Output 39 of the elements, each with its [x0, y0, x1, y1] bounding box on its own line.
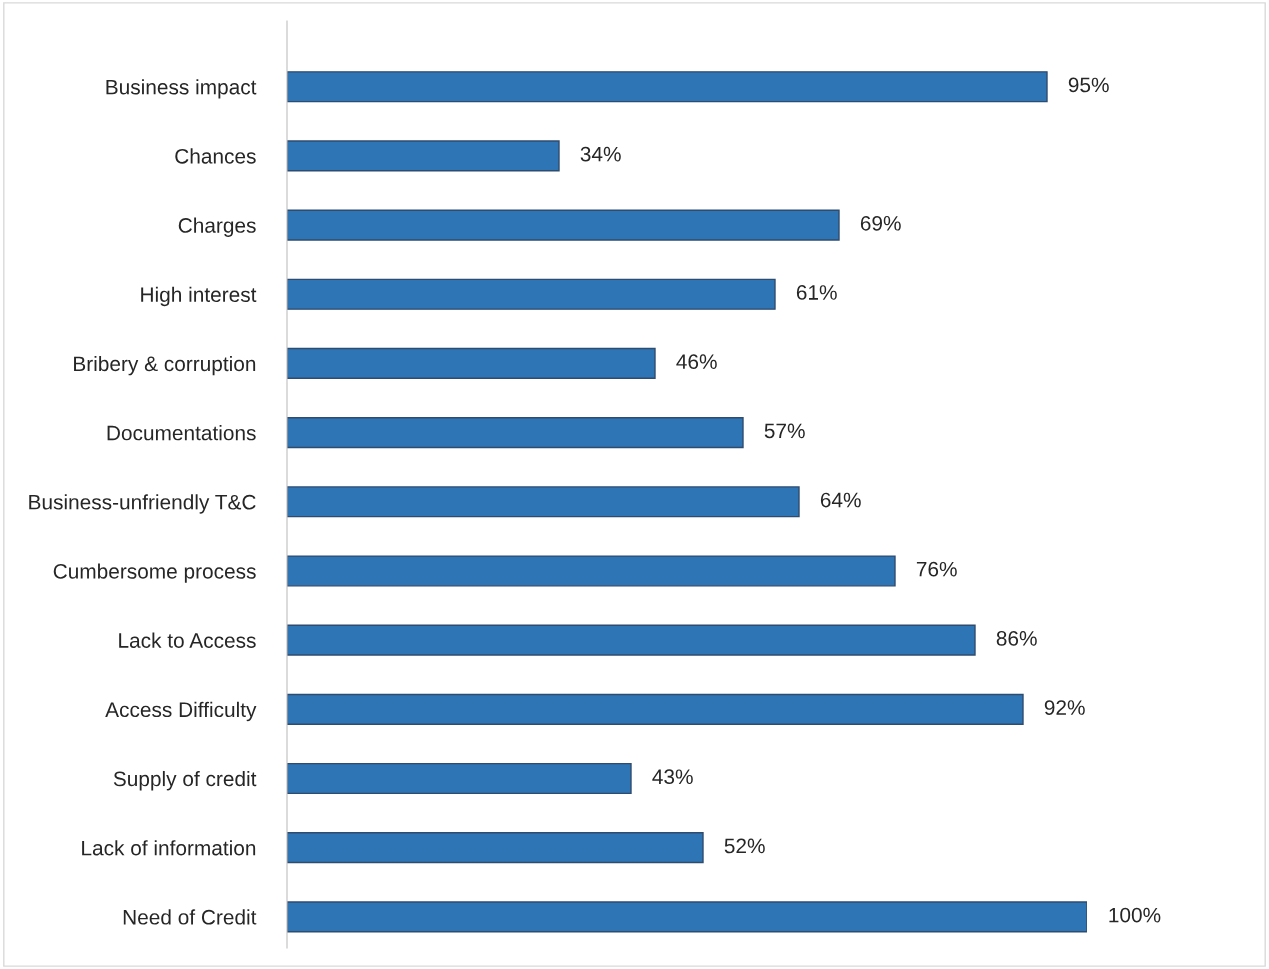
- bar: [287, 693, 1024, 725]
- bar: [287, 762, 632, 795]
- bar: [287, 71, 1048, 103]
- y-tick-label: Need of Credit: [123, 909, 257, 925]
- y-tick-label: High interest: [141, 286, 257, 307]
- data-label: 52%: [724, 838, 765, 854]
- bar: [287, 832, 704, 864]
- data-label: 69%: [860, 215, 901, 231]
- y-tick-label: Lack to Access: [119, 632, 256, 648]
- data-label: 100%: [1109, 907, 1161, 923]
- data-label: 34%: [580, 146, 621, 162]
- y-tick-label: Chances: [175, 148, 256, 164]
- bar: [287, 209, 840, 241]
- y-tick-label: Bribery & corruption: [74, 355, 256, 376]
- data-label: 61%: [796, 285, 837, 300]
- bar: [287, 486, 800, 518]
- data-label: 95%: [1068, 77, 1109, 93]
- data-label: 43%: [652, 769, 693, 785]
- y-tick-label: Business impact: [106, 79, 257, 99]
- bar: [287, 555, 896, 587]
- y-tick-label: Documentations: [107, 425, 256, 441]
- y-tick-label: Lack of information: [82, 840, 256, 856]
- y-tick-label: Access Difficulty: [105, 701, 257, 722]
- data-label: 86%: [996, 630, 1037, 646]
- data-label: 57%: [764, 423, 805, 439]
- bar: [287, 417, 744, 449]
- y-tick-label: Business-unfriendly T&C: [29, 494, 256, 514]
- y-tick-label: Cumbersome process: [53, 563, 256, 583]
- y-tick-label: Supply of credit: [113, 770, 257, 791]
- data-label: 64%: [820, 492, 861, 508]
- bar: [287, 624, 976, 656]
- data-label: 76%: [916, 561, 957, 577]
- bar: [287, 901, 1087, 933]
- bar: [287, 278, 776, 310]
- data-label: 92%: [1044, 700, 1085, 715]
- bar: [287, 140, 560, 172]
- bar: [287, 347, 656, 380]
- data-label: 46%: [676, 354, 717, 370]
- y-tick-label: Charges: [178, 217, 256, 237]
